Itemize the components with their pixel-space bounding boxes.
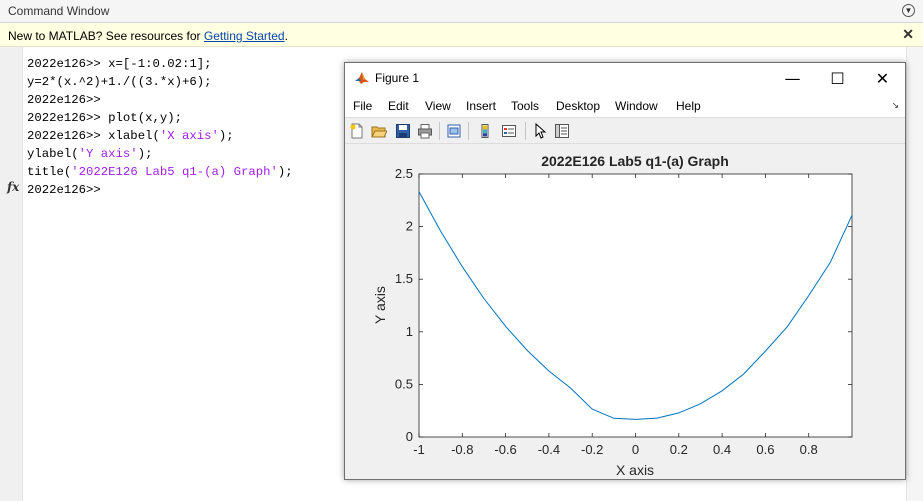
x-tick-label: -0.4 bbox=[538, 442, 560, 457]
menu-edit[interactable]: Edit bbox=[388, 99, 409, 113]
min-button[interactable]: — bbox=[784, 68, 801, 88]
y-tick-label: 1.5 bbox=[395, 271, 413, 286]
x-tick-label: 0.2 bbox=[670, 442, 688, 457]
toolbar-separator bbox=[439, 122, 440, 140]
insert-colorbar-icon[interactable] bbox=[477, 123, 493, 139]
axes-box[interactable] bbox=[418, 173, 853, 438]
x-axis-label: X axis bbox=[616, 462, 654, 478]
x-tick-label: -0.2 bbox=[581, 442, 603, 457]
edit-plot-icon[interactable] bbox=[532, 123, 548, 139]
x-tick-label: 0.8 bbox=[800, 442, 818, 457]
console-line: 2022e126>> xlabel('X axis'); bbox=[27, 129, 234, 143]
banner-prefix: New to MATLAB? See resources for bbox=[8, 29, 204, 43]
menubar-dock-arrow-icon[interactable]: ↘ bbox=[891, 100, 899, 110]
x-tick-label: -1 bbox=[413, 442, 425, 457]
y-tick-label: 0 bbox=[406, 429, 413, 444]
new-figure-icon[interactable] bbox=[349, 123, 365, 139]
print-icon[interactable] bbox=[417, 123, 433, 139]
y-axis-label: Y axis bbox=[372, 286, 388, 324]
figure-window[interactable]: Figure 1 — ☐ ✕ File Edit View Insert Too… bbox=[344, 62, 906, 480]
y-tick-label: 1 bbox=[406, 324, 413, 339]
figure-titlebar[interactable]: Figure 1 — ☐ ✕ bbox=[345, 63, 905, 93]
command-window-header: Command Window ▼ bbox=[0, 0, 923, 23]
line-chart[interactable]: 2022E126 Lab5 q1-(a) Graph -1 -0.8 -0.6 -0.… bbox=[345, 144, 905, 479]
axis-ticks: -1 -0.8 -0.6 -0.4 -0.2 0 0.2 0.4 0.6 0.8 0 0.5 1 1.5 2… bbox=[395, 166, 852, 457]
plot-area: 2022E126 Lab5 q1-(a) Graph -1 -0.8 -0.6 -0.… bbox=[345, 144, 905, 479]
menu-desktop[interactable]: Desktop bbox=[556, 99, 601, 113]
console-line: 2022e126>> bbox=[27, 93, 101, 107]
chart-title: 2022E126 Lab5 q1-(a) Graph bbox=[541, 153, 729, 169]
x-tick-label: 0.6 bbox=[756, 442, 774, 457]
maximize-button[interactable]: ☐ bbox=[830, 68, 845, 88]
console-scrollbar[interactable] bbox=[906, 47, 923, 501]
banner-close-icon[interactable]: ✕ bbox=[902, 26, 914, 42]
figure-toolbar bbox=[345, 117, 905, 144]
function-browser-icon[interactable]: fx bbox=[7, 180, 20, 194]
close-button[interactable]: ✕ bbox=[875, 68, 890, 88]
save-icon[interactable] bbox=[395, 123, 411, 139]
console-prompt-line[interactable]: 2022e126>> bbox=[27, 183, 101, 197]
command-window-title: Command Window bbox=[8, 4, 110, 18]
banner-suffix: . bbox=[284, 29, 288, 43]
console-line: 2022e126>> x=[-1:0.02:1]; bbox=[27, 57, 212, 71]
menu-view[interactable]: View bbox=[425, 99, 451, 113]
x-tick-label: -0.8 bbox=[451, 442, 473, 457]
property-inspector-icon[interactable] bbox=[554, 123, 570, 139]
matlab-logo-icon bbox=[355, 72, 369, 84]
figure-title: Figure 1 bbox=[375, 71, 420, 85]
console-line: y=2*(x.^2)+1./((3.*x)+6); bbox=[27, 75, 212, 89]
link-plot-icon[interactable] bbox=[446, 123, 462, 139]
x-tick-label: 0.4 bbox=[713, 442, 731, 457]
console-gutter: fx bbox=[0, 47, 23, 501]
menu-tools[interactable]: Tools bbox=[511, 99, 540, 113]
menu-window[interactable]: Window bbox=[615, 99, 658, 113]
menu-insert[interactable]: Insert bbox=[466, 99, 497, 113]
insert-legend-icon[interactable] bbox=[501, 123, 517, 139]
console-line: title('2022E126 Lab5 q1-(a) Graph'); bbox=[27, 165, 293, 179]
getting-started-link[interactable]: Getting Started bbox=[203, 29, 285, 43]
x-tick-label: 0 bbox=[632, 442, 639, 457]
menu-help[interactable]: Help bbox=[676, 99, 701, 113]
series-line bbox=[418, 191, 853, 420]
figure-menubar: File Edit View Insert Tools Desktop Wind… bbox=[345, 93, 905, 117]
y-tick-label: 2 bbox=[406, 219, 413, 234]
banner-text: New to MATLAB? See resources for Getting… bbox=[8, 29, 288, 43]
toolbar-separator bbox=[525, 122, 526, 140]
y-tick-label: 2.5 bbox=[395, 166, 413, 181]
toolbar-separator bbox=[468, 122, 469, 140]
console-line: ylabel('Y axis'); bbox=[27, 147, 153, 161]
y-tick-label: 0.5 bbox=[395, 376, 413, 391]
console-text: 2022e126>> x=[-1:0.02:1]; y=2*(x.^2)+1./… bbox=[27, 55, 293, 199]
panel-actions-icon[interactable]: ▼ bbox=[902, 4, 915, 17]
menu-file[interactable]: File bbox=[353, 99, 373, 113]
open-file-icon[interactable] bbox=[371, 123, 387, 139]
console-line: 2022e126>> plot(x,y); bbox=[27, 111, 182, 125]
getting-started-banner: New to MATLAB? See resources for Getting… bbox=[0, 23, 923, 47]
x-tick-label: -0.6 bbox=[494, 442, 516, 457]
